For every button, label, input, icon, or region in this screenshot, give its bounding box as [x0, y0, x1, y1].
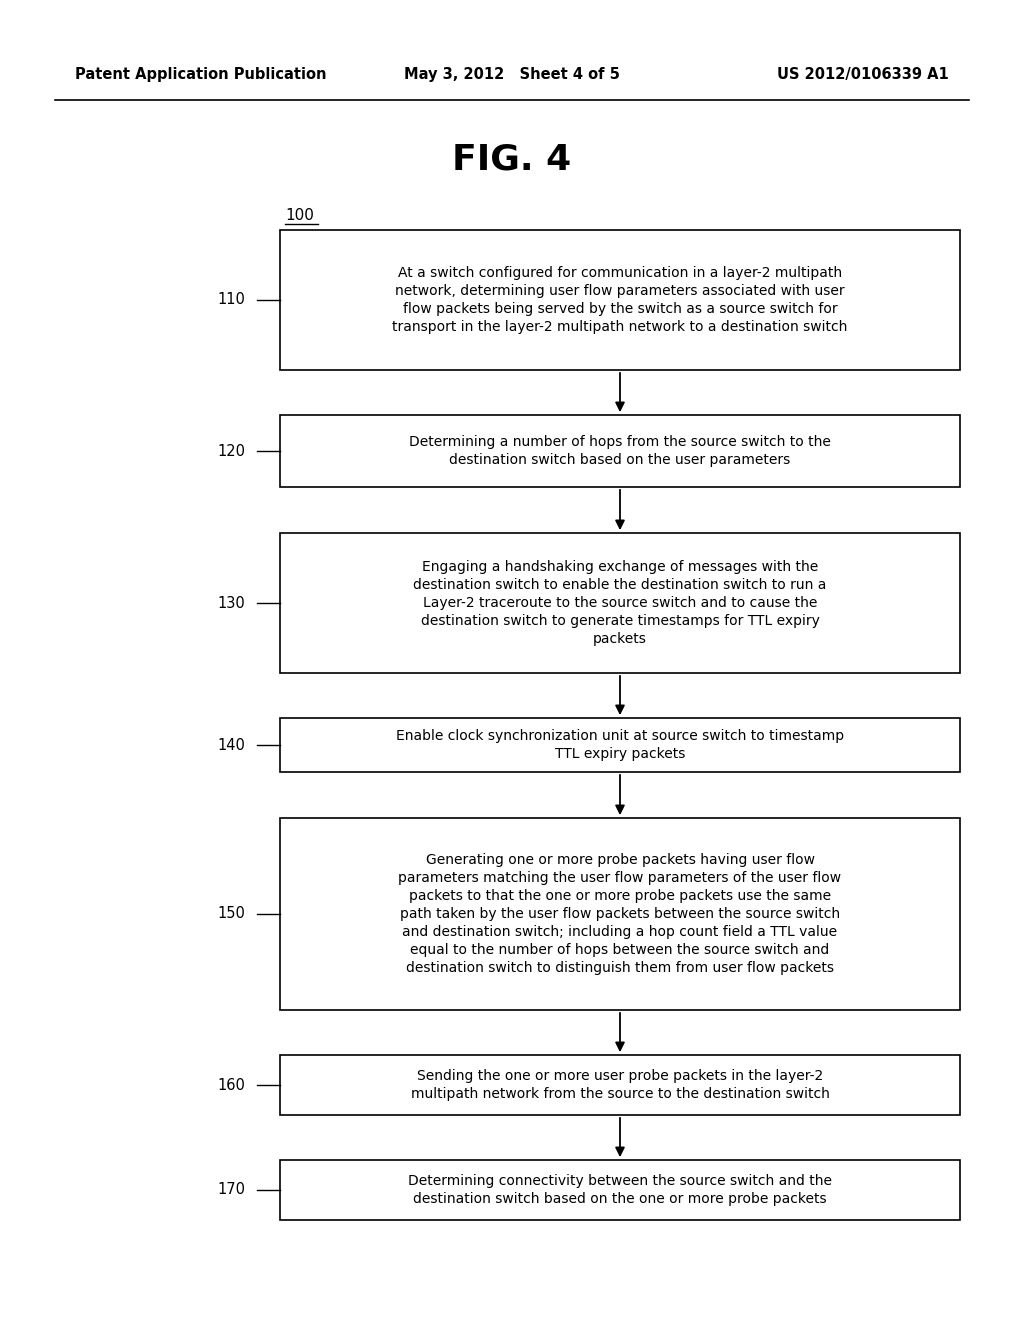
Bar [280, 818, 961, 1010]
Text: At a switch configured for communication in a layer-2 multipath
network, determi: At a switch configured for communication… [392, 267, 848, 334]
Text: Determining connectivity between the source switch and the
destination switch ba: Determining connectivity between the sou… [408, 1173, 831, 1206]
Bar [280, 414, 961, 487]
Text: Sending the one or more user probe packets in the layer-2
multipath network from: Sending the one or more user probe packe… [411, 1069, 829, 1101]
Text: Determining a number of hops from the source switch to the
destination switch ba: Determining a number of hops from the so… [409, 436, 830, 467]
Bar [280, 230, 961, 370]
Text: Patent Application Publication: Patent Application Publication [75, 67, 327, 82]
Text: May 3, 2012   Sheet 4 of 5: May 3, 2012 Sheet 4 of 5 [404, 67, 620, 82]
Text: FIG. 4: FIG. 4 [453, 143, 571, 177]
Text: Engaging a handshaking exchange of messages with the
destination switch to enabl: Engaging a handshaking exchange of messa… [414, 560, 826, 645]
Text: 100: 100 [285, 207, 314, 223]
Text: Generating one or more probe packets having user flow
parameters matching the us: Generating one or more probe packets hav… [398, 854, 842, 974]
Bar [280, 1055, 961, 1115]
Text: 140: 140 [217, 738, 245, 752]
Text: 160: 160 [217, 1077, 245, 1093]
Text: US 2012/0106339 A1: US 2012/0106339 A1 [777, 67, 949, 82]
Text: 150: 150 [217, 907, 245, 921]
Text: 130: 130 [217, 595, 245, 610]
Text: Enable clock synchronization unit at source switch to timestamp
TTL expiry packe: Enable clock synchronization unit at sou… [396, 729, 844, 760]
Text: 120: 120 [217, 444, 245, 458]
Bar [280, 533, 961, 673]
Text: 110: 110 [217, 293, 245, 308]
Bar [280, 1160, 961, 1220]
Bar [280, 718, 961, 772]
Text: 170: 170 [217, 1183, 245, 1197]
